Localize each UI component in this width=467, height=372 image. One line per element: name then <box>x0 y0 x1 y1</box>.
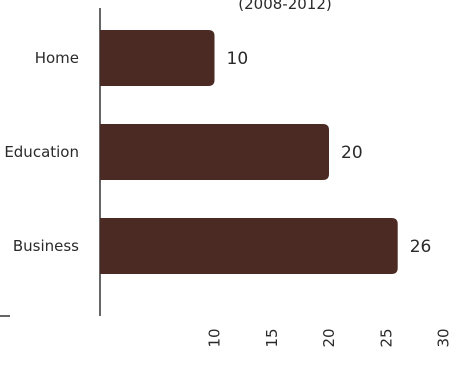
bars-group: Home 10 Education 20 Business 26 <box>4 30 431 274</box>
x-tick-label-10: 10 <box>206 328 224 347</box>
chart-title: (2008-2012) <box>238 0 331 13</box>
x-tick-label-25: 25 <box>377 328 395 347</box>
category-label-home: Home <box>35 49 79 67</box>
value-label-home: 10 <box>227 49 249 69</box>
value-label-business: 26 <box>410 237 432 257</box>
x-tick-label-20: 20 <box>320 328 338 347</box>
category-label-education: Education <box>4 143 79 161</box>
value-label-education: 20 <box>341 143 363 163</box>
x-tick-label-15: 15 <box>263 328 281 347</box>
bar-home <box>100 30 215 86</box>
x-tick-labels-group: 10 15 20 25 30 <box>206 328 453 347</box>
bar-education <box>100 124 329 180</box>
x-tick-label-30: 30 <box>435 328 453 347</box>
bar-business <box>100 218 398 274</box>
category-label-business: Business <box>13 237 79 255</box>
